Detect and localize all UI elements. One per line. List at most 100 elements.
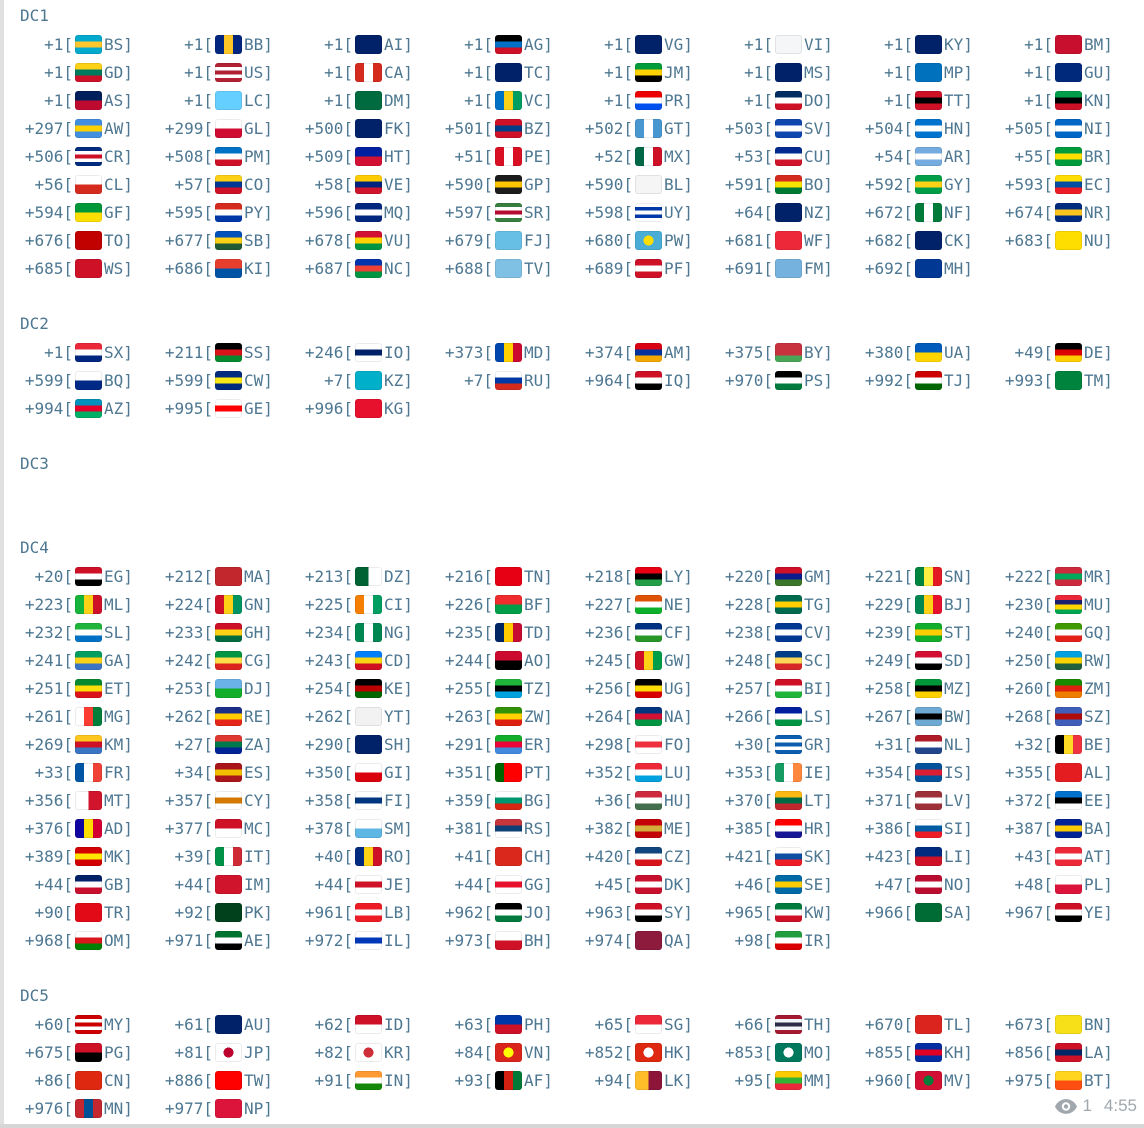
phone-code-entry[interactable]: +298[FO] <box>576 730 716 758</box>
phone-code-entry[interactable]: +243[CD] <box>296 646 436 674</box>
phone-code-entry[interactable]: +689[PF] <box>576 254 716 282</box>
phone-code-entry[interactable]: +251[ET] <box>16 674 156 702</box>
phone-code-entry[interactable]: +267[BW] <box>856 702 996 730</box>
phone-code-entry[interactable]: +591[BO] <box>716 170 856 198</box>
phone-code-entry[interactable]: +370[LT] <box>716 786 856 814</box>
phone-code-entry[interactable]: +246[IO] <box>296 338 436 366</box>
phone-code-entry[interactable]: +992[TJ] <box>856 366 996 394</box>
phone-code-entry[interactable]: +503[SV] <box>716 114 856 142</box>
phone-code-entry[interactable]: +262[RE] <box>156 702 296 730</box>
phone-code-entry[interactable]: +27[ZA] <box>156 730 296 758</box>
phone-code-entry[interactable]: +240[GQ] <box>996 618 1136 646</box>
phone-code-entry[interactable]: +47[NO] <box>856 870 996 898</box>
phone-code-entry[interactable]: +64[NZ] <box>716 198 856 226</box>
phone-code-entry[interactable]: +996[KG] <box>296 394 436 422</box>
phone-code-entry[interactable]: +20[EG] <box>16 562 156 590</box>
phone-code-entry[interactable]: +1[GD] <box>16 58 156 86</box>
phone-code-entry[interactable]: +53[CU] <box>716 142 856 170</box>
phone-code-entry[interactable]: +374[AM] <box>576 338 716 366</box>
phone-code-entry[interactable]: +382[ME] <box>576 814 716 842</box>
phone-code-entry[interactable]: +506[CR] <box>16 142 156 170</box>
phone-code-entry[interactable]: +965[KW] <box>716 898 856 926</box>
phone-code-entry[interactable]: +227[NE] <box>576 590 716 618</box>
phone-code-entry[interactable]: +505[NI] <box>996 114 1136 142</box>
phone-code-entry[interactable]: +856[LA] <box>996 1038 1136 1066</box>
phone-code-entry[interactable]: +375[BY] <box>716 338 856 366</box>
phone-code-entry[interactable]: +212[MA] <box>156 562 296 590</box>
phone-code-entry[interactable]: +1[MP] <box>856 58 996 86</box>
phone-code-entry[interactable]: +248[SC] <box>716 646 856 674</box>
phone-code-entry[interactable]: +258[MZ] <box>856 674 996 702</box>
phone-code-entry[interactable]: +966[SA] <box>856 898 996 926</box>
phone-code-entry[interactable]: +1[DM] <box>296 86 436 114</box>
phone-code-entry[interactable]: +973[BH] <box>436 926 576 954</box>
phone-code-entry[interactable]: +977[NP] <box>156 1094 296 1122</box>
phone-code-entry[interactable]: +40[RO] <box>296 842 436 870</box>
phone-code-entry[interactable]: +680[PW] <box>576 226 716 254</box>
phone-code-entry[interactable]: +61[AU] <box>156 1010 296 1038</box>
phone-code-entry[interactable]: +994[AZ] <box>16 394 156 422</box>
phone-code-entry[interactable]: +262[YT] <box>296 702 436 730</box>
phone-code-entry[interactable]: +351[PT] <box>436 758 576 786</box>
phone-code-entry[interactable]: +255[TZ] <box>436 674 576 702</box>
phone-code-entry[interactable]: +92[PK] <box>156 898 296 926</box>
phone-code-entry[interactable]: +45[DK] <box>576 870 716 898</box>
phone-code-entry[interactable]: +236[CF] <box>576 618 716 646</box>
phone-code-entry[interactable]: +228[TG] <box>716 590 856 618</box>
phone-code-entry[interactable]: +681[WF] <box>716 226 856 254</box>
phone-code-entry[interactable]: +263[ZW] <box>436 702 576 730</box>
phone-code-entry[interactable]: +269[KM] <box>16 730 156 758</box>
phone-code-entry[interactable]: +1[JM] <box>576 58 716 86</box>
phone-code-entry[interactable]: +672[NF] <box>856 198 996 226</box>
phone-code-entry[interactable]: +48[PL] <box>996 870 1136 898</box>
phone-code-entry[interactable]: +1[MS] <box>716 58 856 86</box>
phone-code-entry[interactable]: +1[LC] <box>156 86 296 114</box>
phone-code-entry[interactable]: +1[TC] <box>436 58 576 86</box>
phone-code-entry[interactable]: +222[MR] <box>996 562 1136 590</box>
phone-code-entry[interactable]: +1[DO] <box>716 86 856 114</box>
phone-code-entry[interactable]: +44[JE] <box>296 870 436 898</box>
phone-code-entry[interactable]: +350[GI] <box>296 758 436 786</box>
phone-code-entry[interactable]: +380[UA] <box>856 338 996 366</box>
phone-code-entry[interactable]: +502[GT] <box>576 114 716 142</box>
phone-code-entry[interactable]: +993[TM] <box>996 366 1136 394</box>
phone-code-entry[interactable]: +355[AL] <box>996 758 1136 786</box>
phone-code-entry[interactable]: +599[BQ] <box>16 366 156 394</box>
phone-code-entry[interactable]: +508[PM] <box>156 142 296 170</box>
phone-code-entry[interactable]: +224[GN] <box>156 590 296 618</box>
phone-code-entry[interactable]: +358[FI] <box>296 786 436 814</box>
phone-code-entry[interactable]: +855[KH] <box>856 1038 996 1066</box>
phone-code-entry[interactable]: +1[TT] <box>856 86 996 114</box>
phone-code-entry[interactable]: +599[CW] <box>156 366 296 394</box>
phone-code-entry[interactable]: +678[VU] <box>296 226 436 254</box>
phone-code-entry[interactable]: +687[NC] <box>296 254 436 282</box>
phone-code-entry[interactable]: +256[UG] <box>576 674 716 702</box>
phone-code-entry[interactable]: +49[DE] <box>996 338 1136 366</box>
phone-code-entry[interactable]: +249[SD] <box>856 646 996 674</box>
phone-code-entry[interactable]: +266[LS] <box>716 702 856 730</box>
phone-code-entry[interactable]: +975[BT] <box>996 1066 1136 1094</box>
phone-code-entry[interactable]: +56[CL] <box>16 170 156 198</box>
phone-code-entry[interactable]: +686[KI] <box>156 254 296 282</box>
phone-code-entry[interactable]: +51[PE] <box>436 142 576 170</box>
phone-code-entry[interactable]: +230[MU] <box>996 590 1136 618</box>
phone-code-entry[interactable]: +357[CY] <box>156 786 296 814</box>
phone-code-entry[interactable]: +44[GG] <box>436 870 576 898</box>
phone-code-entry[interactable]: +353[IE] <box>716 758 856 786</box>
phone-code-entry[interactable]: +7[KZ] <box>296 366 436 394</box>
phone-code-entry[interactable]: +356[MT] <box>16 786 156 814</box>
phone-code-entry[interactable]: +593[EC] <box>996 170 1136 198</box>
phone-code-entry[interactable]: +670[TL] <box>856 1010 996 1038</box>
phone-code-entry[interactable]: +213[DZ] <box>296 562 436 590</box>
phone-code-entry[interactable]: +677[SB] <box>156 226 296 254</box>
phone-code-entry[interactable]: +967[YE] <box>996 898 1136 926</box>
phone-code-entry[interactable]: +976[MN] <box>16 1094 156 1122</box>
phone-code-entry[interactable]: +229[BJ] <box>856 590 996 618</box>
phone-code-entry[interactable]: +297[AW] <box>16 114 156 142</box>
phone-code-entry[interactable]: +1[CA] <box>296 58 436 86</box>
phone-code-entry[interactable]: +257[BI] <box>716 674 856 702</box>
phone-code-entry[interactable]: +226[BF] <box>436 590 576 618</box>
phone-code-entry[interactable]: +389[MK] <box>16 842 156 870</box>
phone-code-entry[interactable]: +234[NG] <box>296 618 436 646</box>
phone-code-entry[interactable]: +66[TH] <box>716 1010 856 1038</box>
